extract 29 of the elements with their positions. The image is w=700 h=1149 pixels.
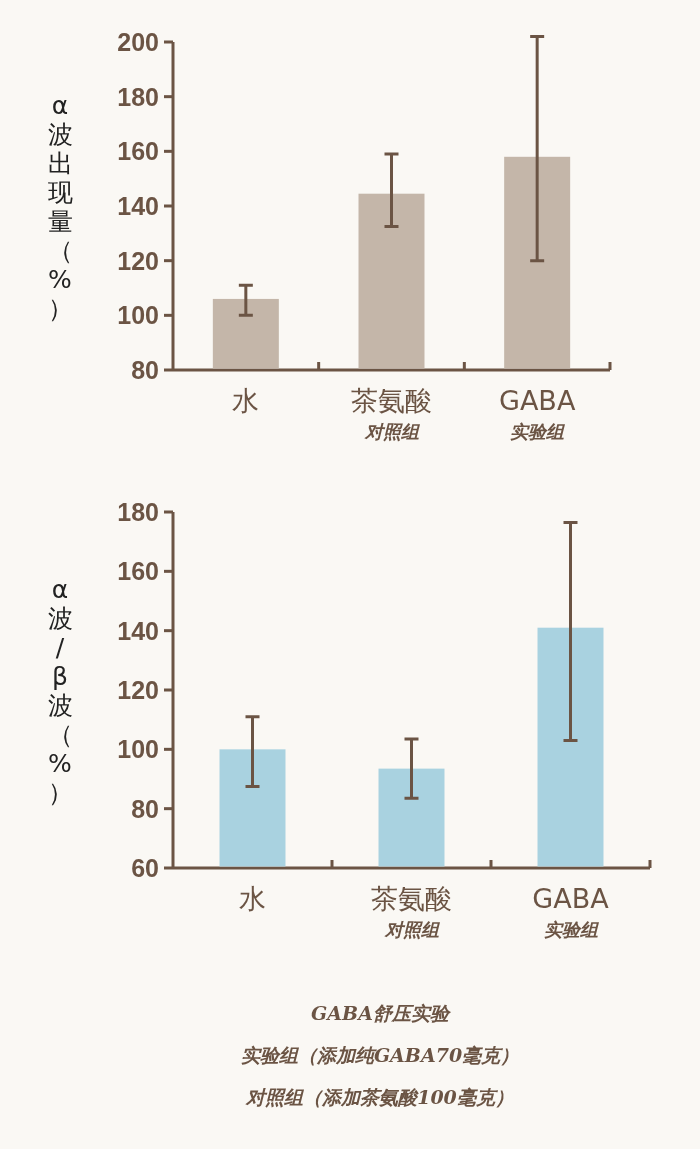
x-tick-label: 茶氨酸 [371,883,452,914]
text: 对照组（添加茶氨酸100毫克） [245,1086,514,1108]
y-tick-label: 180 [117,82,159,111]
y-tick-label: 140 [117,192,159,220]
y-tick-label: 180 [117,498,159,526]
text: 实验组 [543,919,599,940]
x-tick-label: GABA [498,385,576,416]
x-tick-label: 茶氨酸 [351,385,432,416]
y-axis-title: α波/β波（%） [47,574,73,807]
y-tick-label: 140 [117,616,159,645]
text: 对照组 [383,919,440,940]
x-tick-label: 水 [239,883,266,914]
text: 实验组（添加纯GABA70毫克） [240,1044,520,1066]
text: 实验组 [510,421,566,442]
y-tick-label: 60 [131,854,159,882]
y-tick-label: 100 [117,301,159,330]
y-tick-label: 120 [117,246,159,275]
y-tick-label: 80 [131,794,159,823]
y-axis-title: α波出现量（%） [47,90,73,323]
text: 对照组 [363,421,420,442]
y-tick-label: 160 [117,137,159,166]
y-tick-label: 160 [117,557,159,586]
x-tick-label: GABA [532,883,610,914]
y-tick-label: 80 [131,356,159,384]
text: GABA舒压实验 [311,1002,452,1024]
y-tick-label: 100 [117,735,159,764]
y-tick-label: 120 [117,676,159,704]
y-tick-label: 200 [117,28,159,56]
x-tick-label: 水 [232,385,260,416]
